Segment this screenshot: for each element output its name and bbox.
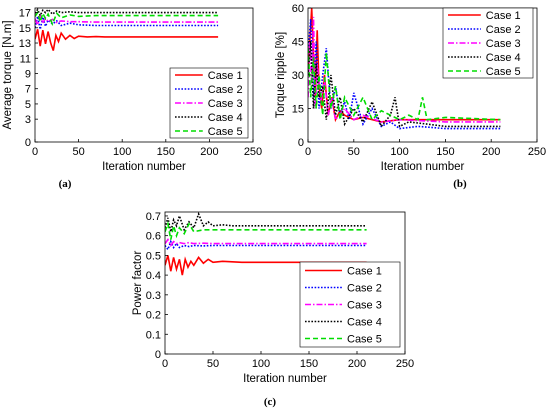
legend-label: Case 1 [486,10,521,22]
legend-label: Case 2 [486,24,521,36]
y-tick-label: 15 [19,23,31,35]
y-tick-label: 15 [292,104,304,116]
legend-box [442,7,534,79]
legend-label: Case 4 [486,52,521,64]
y-tick-label: 17 [19,8,31,20]
series-line-case-3 [165,238,367,248]
legend-label: Case 5 [347,334,382,346]
chart-c: 0 50 100 150 200 250 0 0.1 0.2 0.3 0.4 0.5 0.6 0.7 Ite… [132,211,414,408]
x-tick-label: 150 [436,146,454,158]
legend: Case 1 Case 2 Case 3 Case 4 Case 5 [442,7,534,79]
y-tick-label: 13 [19,38,31,50]
legend-box [169,67,249,139]
y-tick-label: 0 [25,137,31,149]
y-axis-label: Power factor [132,251,144,316]
x-axis-label: Iteration number [102,161,186,173]
y-axis-label: Average torque [N.m] [2,20,14,129]
legend-label: Case 3 [486,38,521,50]
y-tick-label: 0.3 [146,290,161,302]
x-tick-label: 50 [348,146,360,158]
legend-label: Case 5 [208,126,243,138]
y-tick-label: 60 [292,3,304,15]
legend-label: Case 1 [347,266,382,278]
legend: Case 1 Case 2 Case 3 Case 4 Case 5 [169,67,249,139]
series-line-case-5 [165,220,367,240]
x-tick-label: 250 [528,146,546,158]
series-line-case-1 [35,29,219,51]
legend-label: Case 2 [347,283,382,295]
x-tick-label: 50 [207,358,219,370]
series-line-case-2 [35,16,219,30]
series-line-case-4 [35,8,219,18]
chart-caption: (c) [264,396,277,408]
series-line-case-3 [308,16,501,123]
legend-label: Case 2 [208,84,243,96]
legend-label: Case 4 [208,112,243,124]
x-axis-label: Iteration number [243,373,327,385]
y-tick-label: 7 [25,84,31,96]
y-tick-label: 11 [20,53,31,65]
y-axis-label: Torque ripple [%] [275,32,287,118]
legend: Case 1 Case 2 Case 3 Case 4 Case 5 [299,261,401,348]
plot-frame [34,7,254,143]
y-tick-label: 9 [25,68,31,80]
x-tick-label: 250 [396,358,414,370]
plot-frame [164,211,406,355]
x-tick-label: 150 [300,358,318,370]
legend-label: Case 1 [208,70,243,82]
y-tick-label: 0.4 [146,270,161,282]
x-tick-label: 0 [32,146,38,158]
y-tick-label: 0.5 [146,250,161,262]
legend-label: Case 3 [347,300,382,312]
y-tick-label: 0 [298,137,304,149]
series-line-case-5 [35,10,219,27]
x-axis-label: Iteration number [381,161,465,173]
legend-label: Case 5 [486,66,521,78]
x-tick-label: 150 [157,146,175,158]
chart-a: 0 50 100 150 200 250 0 3 5 7 9 11 13 15 17 Iteration nu… [2,8,262,190]
x-tick-label: 0 [162,358,168,370]
x-tick-label: 250 [244,146,262,158]
y-tick-label: 45 [292,37,304,49]
series-line-case-1 [165,255,367,276]
y-tick-label: 0.7 [146,211,161,223]
x-tick-label: 200 [348,358,366,370]
legend-label: Case 4 [347,317,382,329]
y-tick-label: 0.2 [146,310,161,322]
chart-b: 0 50 100 150 200 250 0 15 30 45 60 Iteration number… [275,3,546,190]
series-line-case-3 [35,13,219,28]
x-tick-label: 100 [113,146,131,158]
y-tick-label: 0.1 [146,329,161,341]
chart-caption: (b) [453,178,467,190]
x-tick-label: 200 [482,146,500,158]
series-line-case-4 [308,41,501,128]
series-line-case-2 [165,239,367,252]
series-line-case-2 [308,19,501,130]
x-tick-label: 50 [72,146,84,158]
x-tick-label: 100 [252,358,270,370]
y-tick-label: 0 [155,349,161,361]
x-tick-label: 100 [390,146,408,158]
y-tick-label: 30 [292,70,304,82]
y-tick-label: 5 [25,99,31,111]
x-tick-label: 0 [305,146,311,158]
y-tick-label: 0.6 [146,231,161,243]
y-tick-label: 3 [25,114,31,126]
x-tick-label: 200 [200,146,218,158]
legend-label: Case 3 [208,98,243,110]
chart-caption: (a) [59,178,72,190]
